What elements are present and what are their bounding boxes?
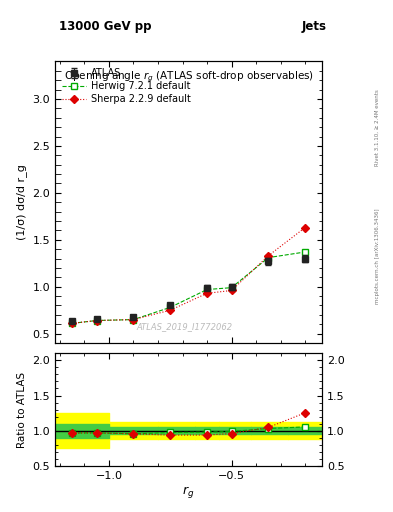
- Y-axis label: Ratio to ATLAS: Ratio to ATLAS: [17, 372, 27, 447]
- Text: mcplots.cern.ch [arXiv:1306.3436]: mcplots.cern.ch [arXiv:1306.3436]: [375, 208, 380, 304]
- Legend: ATLAS, Herwig 7.2.1 default, Sherpa 2.2.9 default: ATLAS, Herwig 7.2.1 default, Sherpa 2.2.…: [60, 66, 193, 106]
- Text: ATLAS_2019_I1772062: ATLAS_2019_I1772062: [137, 323, 233, 332]
- Y-axis label: (1/σ) dσ/d r_g: (1/σ) dσ/d r_g: [16, 164, 27, 240]
- Text: 13000 GeV pp: 13000 GeV pp: [59, 20, 151, 33]
- Text: Opening angle $r_g$ (ATLAS soft-drop observables): Opening angle $r_g$ (ATLAS soft-drop obs…: [64, 70, 314, 84]
- X-axis label: $r_g$: $r_g$: [182, 483, 195, 500]
- Text: Rivet 3.1.10, ≥ 2.4M events: Rivet 3.1.10, ≥ 2.4M events: [375, 90, 380, 166]
- Text: Jets: Jets: [301, 20, 326, 33]
